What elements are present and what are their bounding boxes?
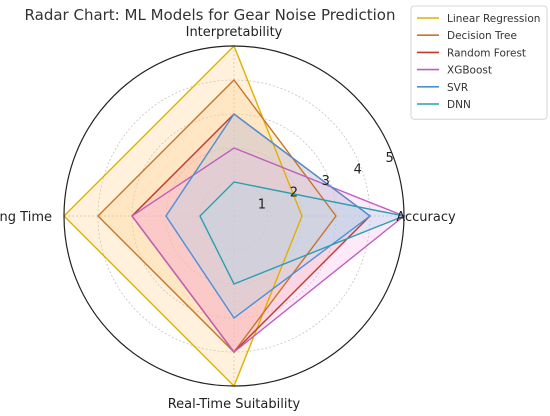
legend-label: Random Forest bbox=[447, 47, 526, 59]
chart-title: Radar Chart: ML Models for Gear Noise Pr… bbox=[25, 6, 396, 24]
legend-label: SVR bbox=[447, 82, 468, 94]
axis-label: Interpretability bbox=[186, 25, 283, 40]
legend-label: Decision Tree bbox=[447, 30, 517, 42]
series-area-linear-regression bbox=[64, 46, 302, 386]
radar-series bbox=[63, 44, 407, 388]
radial-tick-label: 5 bbox=[386, 151, 394, 166]
radar-outer-circle bbox=[63, 45, 405, 387]
legend-label: DNN bbox=[447, 99, 471, 111]
series-area-xgboost bbox=[132, 148, 404, 352]
radial-tick-label: 2 bbox=[290, 186, 298, 201]
radial-tick-label: 4 bbox=[354, 163, 362, 178]
axis-label: Real-Time Suitability bbox=[168, 397, 301, 412]
radial-tick-label: 1 bbox=[258, 197, 266, 212]
radial-tick-label: 3 bbox=[322, 174, 330, 189]
axis-label: Training Time bbox=[0, 210, 52, 225]
series-line-decision-tree bbox=[97, 78, 337, 354]
legend-label: Linear Regression bbox=[447, 13, 540, 25]
legend-box bbox=[410, 5, 548, 120]
axis-label: Accuracy bbox=[396, 210, 456, 225]
legend: Linear Regression Decision Tree Random For… bbox=[410, 5, 548, 120]
series-area-random-forest bbox=[132, 114, 370, 352]
radar-labels: 1 2 3 4 5 Accuracy Interpretability Training Ti… bbox=[0, 25, 456, 412]
series-area-dnn bbox=[200, 182, 404, 284]
series-area-svr bbox=[166, 114, 370, 318]
series-line-svr bbox=[165, 112, 372, 320]
series-line-dnn bbox=[199, 181, 407, 285]
series-area-decision-tree bbox=[98, 80, 336, 352]
series-line-xgboost bbox=[130, 147, 406, 353]
legend-label: XGBoost bbox=[447, 65, 492, 77]
